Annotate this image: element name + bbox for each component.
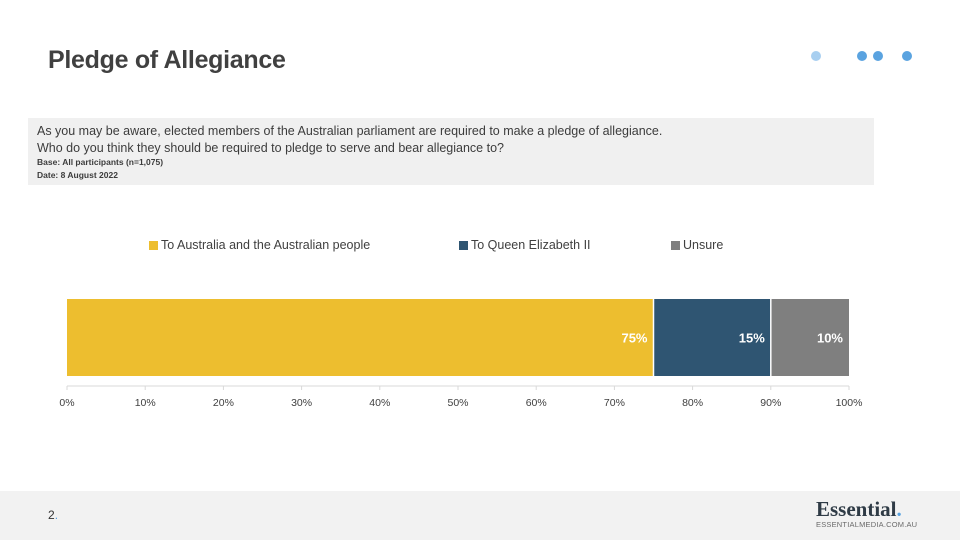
legend-item-australia: To Australia and the Australian people [149, 238, 370, 252]
decorative-dot [873, 51, 883, 61]
legend-swatch [149, 240, 158, 250]
page-number-dot: . [54, 508, 59, 522]
legend-item-queen: To Queen Elizabeth II [459, 238, 591, 252]
page-title: Pledge of Allegiance [48, 46, 286, 74]
data-label: 10% [817, 331, 843, 346]
legend-swatch [671, 240, 680, 250]
x-tick-label: 30% [291, 397, 312, 409]
data-label: 75% [621, 331, 647, 346]
x-tick-label: 100% [836, 397, 863, 409]
stacked-bar-chart: 75% 15% 10% 0% 10% 20% 30% 40% 50% 60% 70% 80% 90% 10… [59, 299, 863, 409]
question-line-1: As you may be aware, elected members of … [37, 124, 663, 138]
question-line-2: Who do you think they should be required… [37, 141, 504, 155]
page-number: 2. [48, 508, 58, 522]
data-label: 15% [739, 331, 765, 346]
brand-url: ESSENTIALMEDIA.COM.AU [816, 520, 918, 529]
footer: 2. Essential. ESSENTIALMEDIA.COM.AU [0, 491, 960, 540]
bar-segment [653, 299, 771, 376]
decorative-dot [811, 51, 821, 61]
page-number-value: 2 [48, 508, 55, 522]
chart-legend: To Australia and the Australian people T… [0, 238, 960, 254]
decorative-dot [857, 51, 867, 61]
brand-dot: . [896, 497, 902, 521]
x-tick-label: 0% [59, 397, 74, 409]
bar-segment [770, 299, 849, 376]
brand-name-text: Essential [816, 497, 897, 521]
x-tick-label: 20% [213, 397, 234, 409]
x-tick-label: 40% [369, 397, 390, 409]
question-date: Date: 8 August 2022 [37, 170, 118, 180]
brand-name: Essential. [816, 497, 926, 521]
legend-item-unsure: Unsure [671, 238, 723, 252]
legend-swatch [459, 240, 468, 250]
x-tick-label: 10% [135, 397, 156, 409]
x-tick-label: 90% [760, 397, 781, 409]
brand-logo: Essential. ESSENTIALMEDIA.COM.AU [816, 497, 926, 530]
question-box: As you may be aware, elected members of … [28, 118, 874, 185]
question-base: Base: All participants (n=1,075) [37, 157, 164, 167]
legend-label: To Queen Elizabeth II [471, 238, 591, 252]
bar-segment [67, 299, 654, 376]
legend-label: To Australia and the Australian people [161, 238, 371, 252]
x-tick-label: 80% [682, 397, 703, 409]
x-tick-label: 60% [526, 397, 547, 409]
legend-label: Unsure [683, 238, 724, 252]
decorative-dot [902, 51, 912, 61]
x-tick-label: 50% [447, 397, 468, 409]
x-tick-label: 70% [604, 397, 625, 409]
